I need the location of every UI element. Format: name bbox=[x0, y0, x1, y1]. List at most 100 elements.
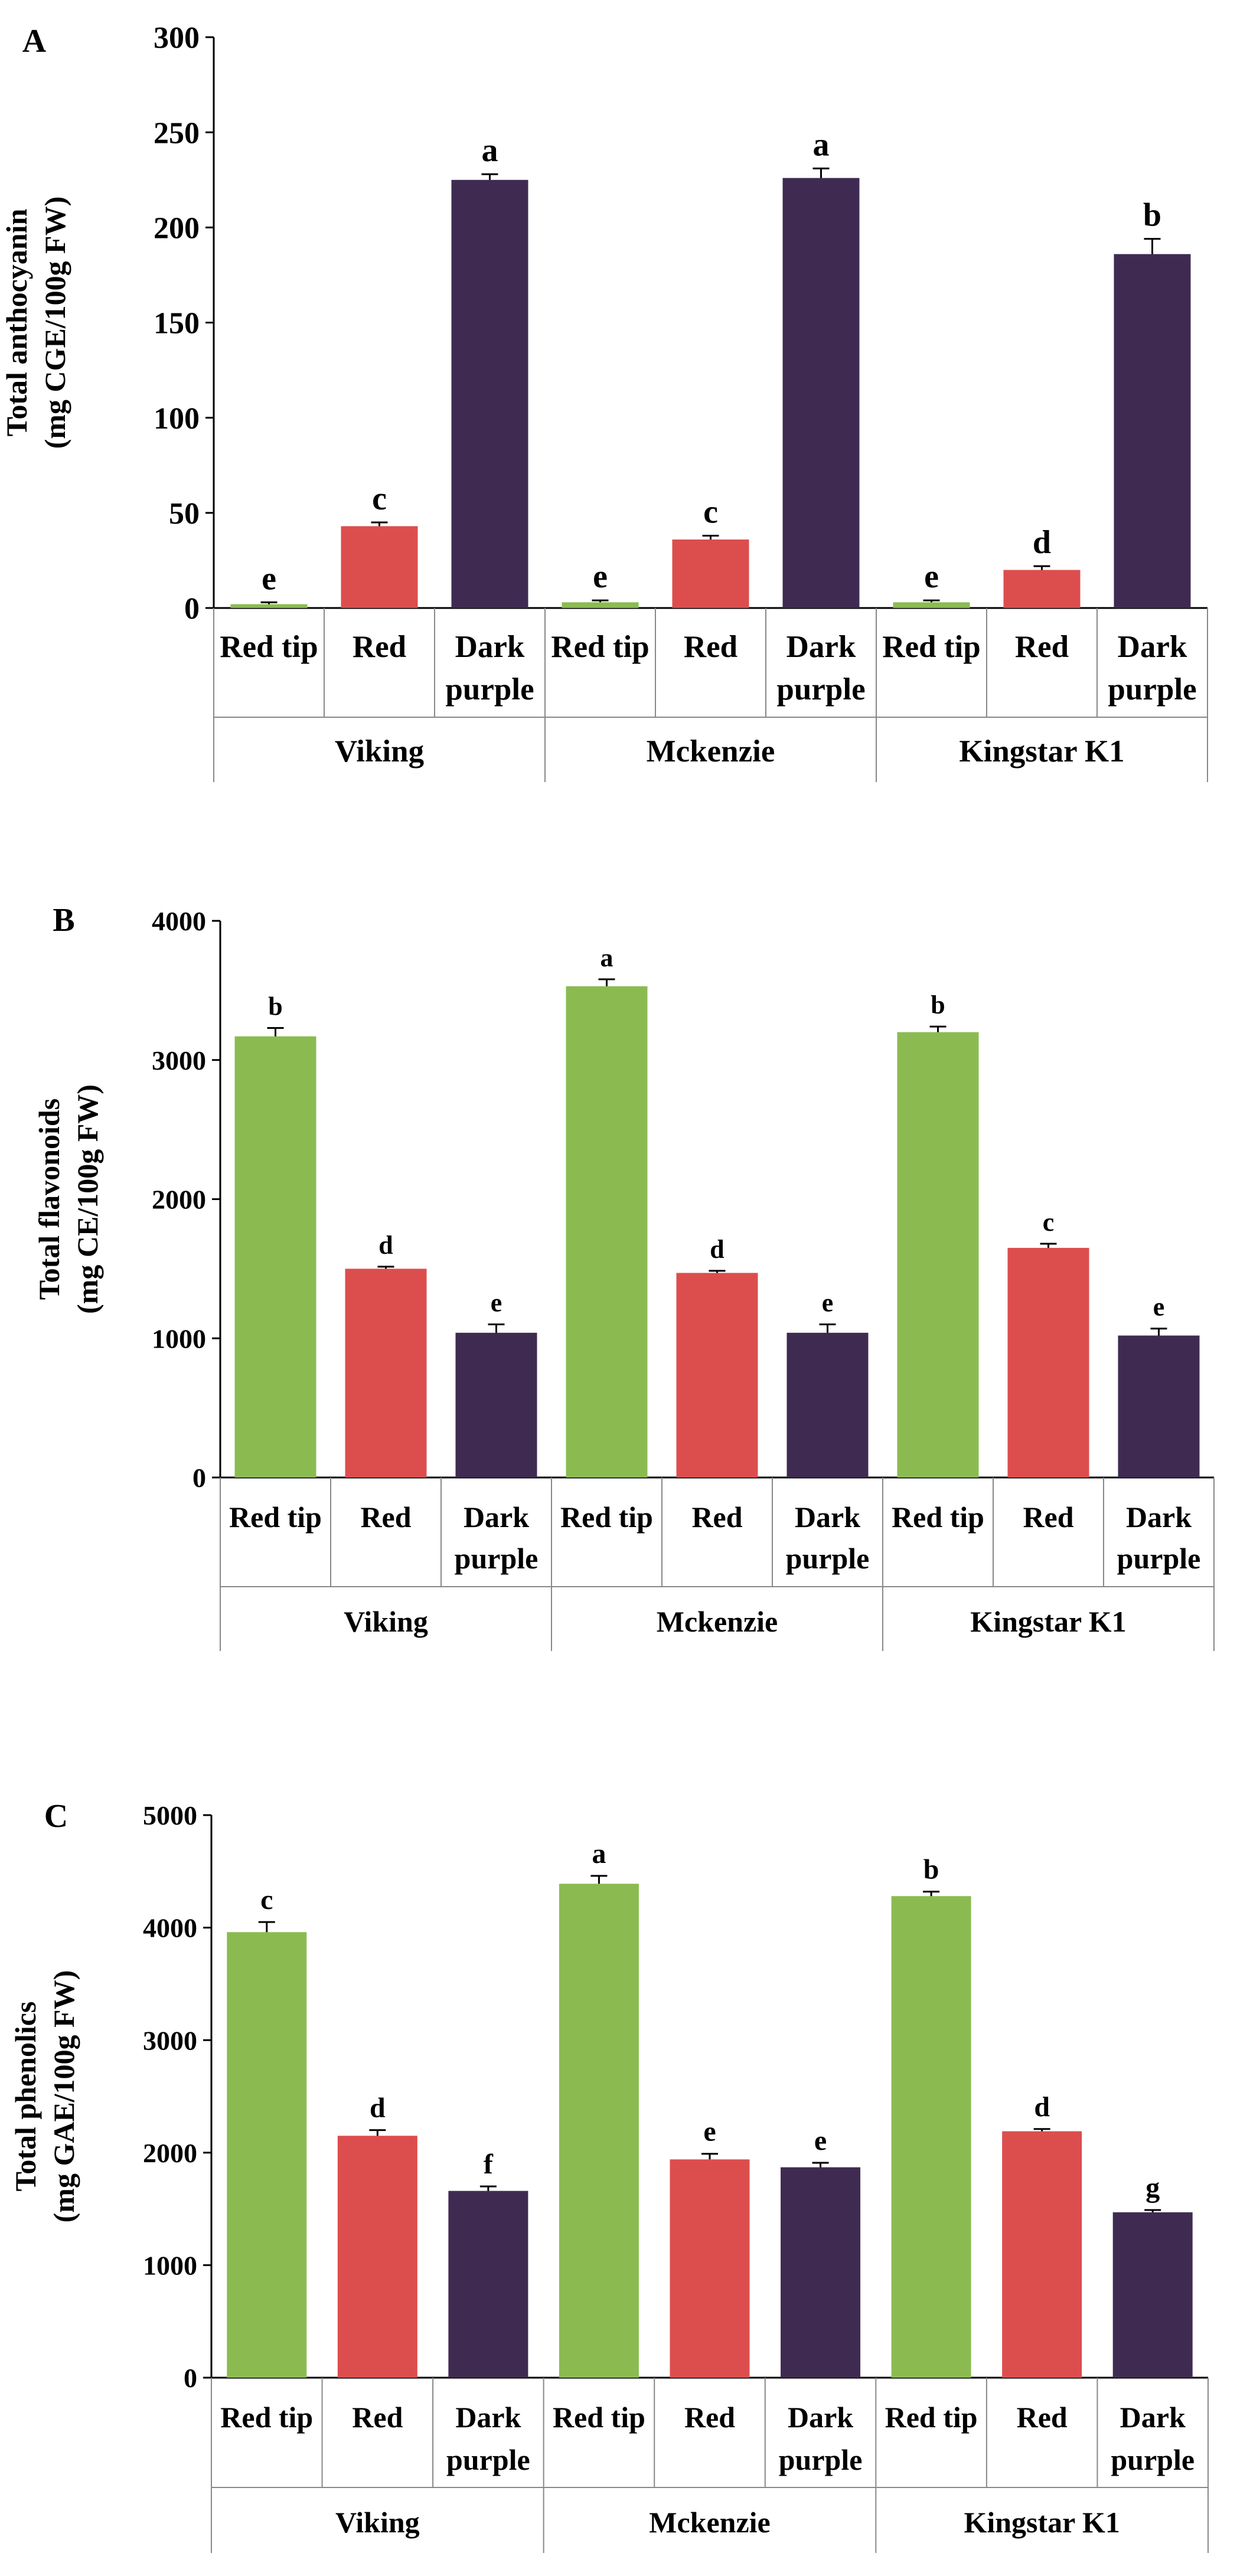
significance-letter: e bbox=[814, 2125, 827, 2156]
bar-red-tip bbox=[227, 1932, 307, 2378]
category-label: Red tip bbox=[885, 2401, 978, 2434]
category-label: Red tip bbox=[220, 630, 318, 664]
significance-letter: a bbox=[592, 1838, 606, 1869]
category-label: Red bbox=[353, 630, 406, 664]
group-label: Mckenzie bbox=[649, 2506, 770, 2539]
y-axis-title: Total anthocyanin bbox=[0, 208, 33, 436]
y-tick-label: 1000 bbox=[143, 2251, 197, 2281]
category-label: Red bbox=[360, 1501, 411, 1534]
bar-dark-purple bbox=[1118, 1335, 1200, 1477]
group-label: Kingstar K1 bbox=[964, 2506, 1120, 2539]
category-label: Dark bbox=[1126, 1501, 1192, 1534]
category-label: purple bbox=[1108, 672, 1196, 707]
significance-letter: f bbox=[484, 2149, 494, 2180]
group-label: Kingstar K1 bbox=[959, 734, 1124, 769]
category-label: purple bbox=[445, 672, 534, 707]
category-label: purple bbox=[455, 1542, 538, 1575]
bar-red bbox=[1007, 1248, 1089, 1477]
group-label: Mckenzie bbox=[657, 1605, 778, 1638]
bar-red-tip bbox=[559, 1884, 639, 2378]
category-label: Red bbox=[691, 1501, 742, 1534]
significance-letter: g bbox=[1145, 2172, 1160, 2204]
category-label: purple bbox=[1111, 2443, 1194, 2476]
category-label: Dark bbox=[455, 630, 525, 664]
category-label: purple bbox=[446, 2443, 530, 2476]
bar-dark-purple bbox=[781, 2167, 861, 2378]
y-tick-label: 300 bbox=[154, 21, 200, 55]
y-tick-label: 4000 bbox=[152, 906, 206, 936]
category-label: Red tip bbox=[220, 2401, 313, 2434]
y-tick-label: 1000 bbox=[152, 1323, 206, 1354]
category-label: Dark bbox=[1118, 630, 1187, 664]
y-axis-title: Total phenolics bbox=[9, 2002, 42, 2192]
y-tick-label: 5000 bbox=[143, 1800, 197, 1830]
bar-red-tip bbox=[230, 604, 308, 608]
bar-red bbox=[337, 2136, 417, 2378]
category-label: Red bbox=[684, 630, 737, 664]
bar-red-tip bbox=[897, 1032, 979, 1477]
category-label: Dark bbox=[455, 2401, 521, 2434]
category-label: Red tip bbox=[560, 1501, 653, 1534]
y-tick-label: 2000 bbox=[143, 2138, 197, 2168]
group-label: Viking bbox=[335, 734, 424, 769]
significance-letter: b bbox=[268, 992, 282, 1021]
significance-letter: a bbox=[813, 126, 830, 163]
y-axis-title: (mg GAE/100g FW) bbox=[47, 1970, 80, 2223]
y-tick-label: 0 bbox=[184, 2363, 197, 2393]
chart-panel-B: B Total flavonoids (mg CE/100g FW) 0 1000 200… bbox=[32, 902, 1215, 1651]
significance-letter: e bbox=[593, 558, 608, 595]
bar-red-tip bbox=[566, 986, 648, 1477]
significance-letter: e bbox=[262, 560, 276, 597]
significance-letter: a bbox=[600, 943, 613, 972]
significance-letter: b bbox=[1143, 197, 1161, 234]
significance-letter: e bbox=[491, 1289, 502, 1318]
y-axis-title: (mg CE/100g FW) bbox=[71, 1084, 104, 1314]
bar-red bbox=[670, 2159, 750, 2378]
panel-label: A bbox=[22, 23, 47, 60]
significance-letter: d bbox=[378, 1231, 393, 1260]
category-label: purple bbox=[779, 2443, 863, 2476]
significance-letter: b bbox=[931, 990, 945, 1019]
category-label: purple bbox=[1117, 1542, 1201, 1575]
significance-letter: e bbox=[1153, 1293, 1165, 1322]
panel-label: B bbox=[53, 902, 74, 939]
y-tick-label: 3000 bbox=[143, 2025, 197, 2055]
category-label: Dark bbox=[464, 1501, 529, 1534]
significance-letter: d bbox=[710, 1235, 724, 1264]
significance-letter: e bbox=[703, 2116, 716, 2147]
category-label: Red bbox=[352, 2401, 403, 2434]
significance-letter: c bbox=[1043, 1208, 1055, 1237]
bar-red bbox=[676, 1273, 758, 1477]
category-label: Red tip bbox=[892, 1501, 984, 1534]
significance-letter: d bbox=[1033, 524, 1051, 561]
y-tick-label: 3000 bbox=[152, 1045, 206, 1075]
y-tick-label: 4000 bbox=[143, 1913, 197, 1943]
category-label: Red tip bbox=[882, 630, 980, 664]
significance-letter: d bbox=[370, 2093, 386, 2124]
group-label: Viking bbox=[335, 2506, 420, 2539]
category-label: purple bbox=[786, 1542, 870, 1575]
group-label: Kingstar K1 bbox=[970, 1605, 1126, 1638]
bar-red-tip bbox=[893, 602, 970, 608]
bar-red bbox=[672, 539, 749, 608]
significance-letter: a bbox=[482, 132, 498, 169]
category-label: Red bbox=[1017, 2401, 1068, 2434]
bar-red bbox=[341, 526, 418, 608]
category-label: Dark bbox=[795, 1501, 860, 1534]
bar-dark-purple bbox=[455, 1332, 537, 1477]
bar-dark-purple bbox=[1114, 254, 1191, 609]
y-tick-label: 250 bbox=[154, 116, 200, 150]
y-tick-label: 0 bbox=[184, 592, 200, 626]
category-label: Red bbox=[1023, 1501, 1073, 1534]
bar-dark-purple bbox=[448, 2191, 528, 2378]
bar-red-tip bbox=[562, 602, 639, 608]
category-label: Dark bbox=[786, 630, 856, 664]
significance-letter: c bbox=[703, 494, 718, 531]
category-label: Dark bbox=[1120, 2401, 1186, 2434]
y-tick-label: 100 bbox=[154, 402, 200, 436]
significance-letter: c bbox=[260, 1884, 273, 1915]
category-label: Dark bbox=[788, 2401, 853, 2434]
category-label: Red tip bbox=[551, 630, 649, 664]
chart-panel-A: A Total anthocyanin (mg CGE/100g FW) 0 50 100… bbox=[0, 21, 1208, 782]
